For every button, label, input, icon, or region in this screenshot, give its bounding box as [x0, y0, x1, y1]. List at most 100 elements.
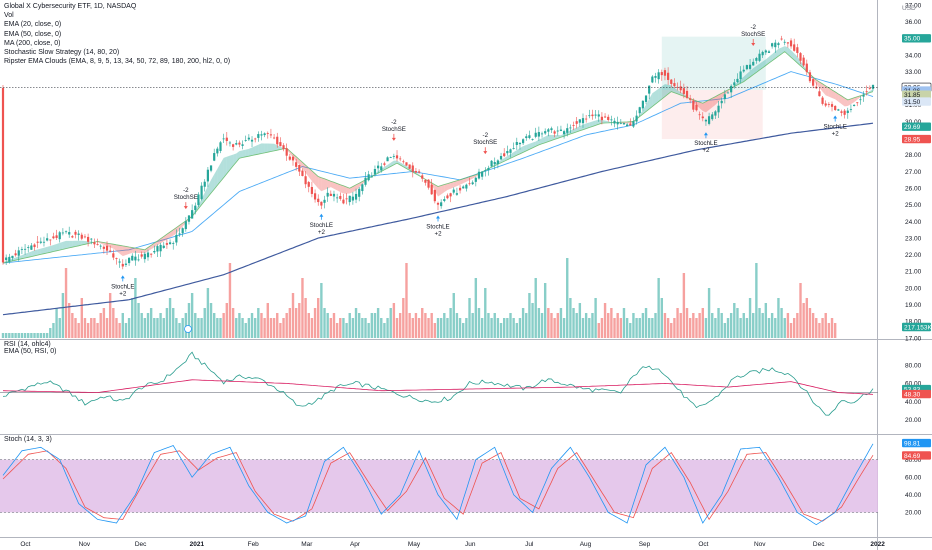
legend-line-ripster: Ripster EMA Clouds (EMA, 8, 9, 5, 13, 34… — [4, 58, 231, 66]
volume-bar — [373, 313, 377, 338]
volume-bar — [165, 308, 169, 338]
volume-bar — [676, 308, 679, 338]
signal-qty: +2 — [702, 147, 710, 154]
legend-line-ma200: MA (200, close, 0) — [4, 39, 61, 47]
volume-bar — [298, 303, 301, 338]
candle-body — [146, 252, 150, 258]
signal-qty: +2 — [119, 290, 127, 297]
volume-bar — [783, 318, 786, 338]
cloud-segment — [198, 198, 202, 209]
cloud-segment — [702, 101, 706, 113]
volume-bar — [310, 318, 314, 338]
candle-body — [269, 134, 273, 136]
volume-bar — [137, 303, 140, 338]
cloud-segment — [56, 242, 60, 251]
cloud-segment — [444, 183, 448, 193]
candle-body — [408, 164, 411, 169]
cloud-segment — [441, 184, 445, 195]
cloud-segment — [447, 182, 451, 191]
volume-bar — [392, 303, 396, 338]
rsi-tick-label: 80.00 — [905, 363, 922, 370]
volume-bar — [673, 318, 676, 338]
candle-body — [796, 47, 799, 53]
volume-bar — [257, 308, 260, 338]
signal-qty: +2 — [318, 229, 326, 236]
volume-bar — [556, 313, 559, 338]
cloud-segment — [712, 96, 716, 108]
candle-body — [635, 115, 638, 122]
volume-bar — [96, 323, 99, 338]
candle-body — [525, 136, 528, 139]
volume-bar — [45, 333, 49, 338]
cloud-segment — [538, 138, 543, 145]
volume-bar — [610, 308, 613, 338]
cloud-segment — [333, 182, 338, 191]
candle-body — [487, 167, 490, 171]
volume-bar — [430, 313, 433, 338]
candle-body — [8, 256, 11, 262]
time-tick-label: Sep — [639, 541, 651, 548]
volume-bar — [613, 318, 616, 338]
candle-body — [865, 91, 868, 93]
cloud-segment — [772, 51, 776, 61]
candle-body — [714, 111, 717, 116]
candle-body — [172, 243, 175, 244]
stoch-d-line — [2, 450, 874, 522]
time-axis: Oct Nov Dec 2021 Feb Mar Apr May Jun Jul Aug Sep Oct… — [20, 541, 885, 548]
candle-body — [131, 255, 134, 261]
signal-qty: -2 — [750, 24, 756, 31]
candle-body — [600, 116, 604, 121]
candle-body — [837, 109, 840, 111]
cloud-segment — [545, 134, 549, 143]
signal-label: StochSE — [382, 126, 406, 133]
candle-body — [506, 150, 509, 154]
volume-bar — [228, 263, 232, 338]
volume-bar — [376, 308, 380, 338]
volume-bar — [168, 298, 172, 338]
stoch-tag-text: 98.81 — [904, 440, 921, 447]
cloud-segment — [813, 77, 817, 85]
candle-body — [616, 121, 619, 125]
volume-bar — [184, 313, 188, 338]
candle-body — [515, 142, 518, 145]
cloud-segment — [37, 248, 41, 256]
candle-body — [96, 244, 99, 246]
volume-bar — [789, 323, 793, 338]
candle-body — [726, 92, 730, 94]
cloud-segment — [841, 95, 845, 107]
tradingview-logo-icon — [184, 325, 192, 333]
cloud-segment — [59, 241, 63, 251]
candle-body — [336, 197, 339, 199]
candle-body — [156, 246, 159, 252]
volume-bar — [433, 323, 437, 338]
volume-bar — [194, 313, 197, 338]
cloud-segment — [589, 121, 593, 128]
candle-body — [23, 248, 27, 250]
candle-body — [213, 153, 216, 161]
volume-bar — [112, 308, 115, 338]
candle-body — [153, 250, 156, 253]
cloud-segment — [592, 120, 596, 127]
volume-bar — [153, 318, 156, 338]
cloud-segment — [125, 246, 130, 256]
candle-body — [777, 43, 780, 46]
cloud-segment — [204, 186, 208, 201]
candle-body — [610, 119, 613, 121]
candle-body — [364, 177, 367, 185]
candle-body — [449, 193, 452, 197]
volume-bar — [534, 278, 537, 338]
candle-body — [594, 114, 597, 116]
volume-bar — [33, 333, 36, 338]
cloud-segment — [144, 247, 148, 254]
rsi-legend: RSI (14, ohlc4) EMA (50, RSI, 0) — [4, 341, 57, 355]
volume-bar — [493, 313, 496, 338]
candle-body — [175, 234, 178, 243]
volume-bar — [562, 318, 566, 338]
volume-bar — [830, 318, 834, 338]
volume-bar — [455, 313, 459, 338]
candle-body — [228, 142, 232, 144]
time-tick-label: Feb — [248, 541, 260, 548]
candle-body — [254, 138, 257, 140]
cloud-segment — [220, 157, 224, 182]
